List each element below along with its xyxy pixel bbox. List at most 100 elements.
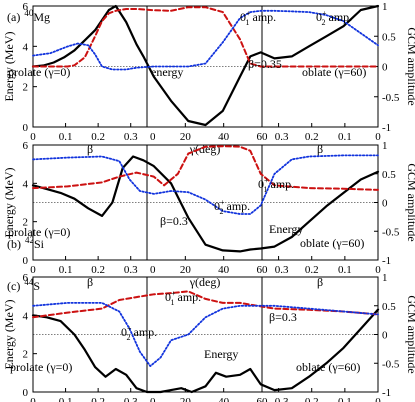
x-tick-label: 40 [218, 131, 230, 143]
x-tick-label: 40 [218, 396, 230, 402]
y-tick-label-right: 0.5 [382, 31, 396, 43]
panel-letter: (a) [7, 10, 20, 24]
x-tick-label: 0 [30, 396, 36, 402]
y-tick-label-left: 6 [23, 1, 29, 13]
panel-label: (a) 40Mg [7, 8, 50, 24]
x-tick-label: 0.3 [275, 264, 289, 276]
amp-index: 1 [171, 298, 175, 307]
amp2-label: 0+ 2 amp. [121, 324, 157, 342]
amp-state: 0 [121, 325, 127, 339]
x-tick-label: 60 [257, 264, 269, 276]
amp0-curve [32, 290, 379, 319]
x-axis-label-gamma: γ(deg) [189, 275, 221, 289]
amp0-label: 0+ 1 amp. [240, 9, 276, 27]
y-tick-label-right: 0.5 [382, 301, 396, 313]
x-tick-label: 40 [218, 264, 230, 276]
x-tick-label: 0.2 [305, 131, 319, 143]
y-tick-label-left: 6 [23, 272, 29, 284]
beta-annotation: β=0.35 [248, 57, 282, 71]
amp2-curve [32, 302, 379, 367]
oblate-label: oblate (γ=60) [300, 236, 364, 250]
y-axis-label-right: GCM amplitude [405, 295, 415, 373]
amp-index: 1 [264, 185, 268, 194]
x-tick-label: 0.2 [91, 264, 105, 276]
x-tick-label: 60 [257, 131, 269, 143]
y-tick-label-left: 6 [23, 140, 29, 152]
x-axis-label-beta: β [87, 275, 93, 289]
amp-suffix: amp. [326, 10, 353, 24]
y-tick-label-left: 4 [23, 310, 29, 322]
amp-state: 0 [214, 199, 220, 213]
x-axis-label-beta: β [87, 142, 93, 156]
amp-index: 2 [127, 333, 131, 342]
mass-number: 40 [24, 8, 34, 18]
amp2-label: 0+ 2 amp. [214, 198, 250, 216]
nucleus-symbol: S [33, 279, 40, 293]
x-tick-label: 0.2 [305, 396, 319, 402]
y-tick-label-right: 0.5 [382, 169, 396, 181]
amp-index: 1 [246, 18, 250, 27]
amp-state: 0 [258, 177, 264, 191]
energy-label: energy [151, 65, 183, 79]
prolate-label: prolate (γ=0) [8, 65, 70, 79]
oblate-label: oblate (γ=60) [296, 360, 360, 374]
energy-label: Energy [204, 347, 238, 361]
x-tick-label: 0.2 [91, 396, 105, 402]
x-tick-label: 0.3 [124, 131, 138, 143]
amp-parity: + [322, 9, 327, 18]
amp-parity: + [127, 324, 132, 333]
panel-label: (b) 42Si [7, 235, 45, 251]
x-tick-label: 20 [180, 264, 192, 276]
x-axis-label-gamma: γ(deg) [189, 142, 221, 156]
prolate-label: prolate (γ=0) [8, 225, 70, 239]
amp-suffix: amp. [175, 290, 202, 304]
y-tick-label-left: 0 [23, 387, 29, 399]
x-tick-label: 20 [180, 131, 192, 143]
amp2-curve [32, 9, 379, 71]
y-tick-label-right: 0 [382, 198, 388, 210]
panel-letter: (b) [7, 237, 21, 251]
mass-number: 44 [24, 277, 34, 287]
y-axis-label-right: GCM amplitude [405, 163, 415, 241]
amp-suffix: amp. [268, 177, 295, 191]
y-tick-label-right: 1 [382, 272, 388, 284]
amp-parity: + [171, 289, 176, 298]
y-tick-label-left: 0 [23, 122, 29, 134]
amp-suffix: amp. [250, 10, 277, 24]
x-tick-label: 0 [150, 264, 156, 276]
x-tick-label: 0 [30, 264, 36, 276]
x-axis-label-beta: β [317, 142, 323, 156]
y-axis-label-right: GCM amplitude [405, 27, 415, 105]
nucleus-symbol: Si [34, 237, 45, 251]
amp-state: 0 [240, 10, 246, 24]
energy-label: Energy [269, 222, 303, 236]
y-tick-label-left: 4 [23, 178, 29, 190]
x-tick-label: 0.3 [275, 396, 289, 402]
amp-suffix: amp. [224, 199, 251, 213]
x-tick-label: 0.1 [338, 131, 352, 143]
y-tick-label-right: -0.5 [382, 226, 400, 238]
amp-parity: + [264, 176, 269, 185]
y-tick-label-left: 2 [23, 349, 29, 361]
y-tick-label-right: -1 [382, 122, 391, 134]
x-tick-label: 0.2 [91, 131, 105, 143]
x-tick-label: 0.1 [338, 396, 352, 402]
amp-state: 0 [316, 10, 322, 24]
prolate-label: prolate (γ=0) [10, 360, 72, 374]
x-tick-label: 0.1 [59, 131, 73, 143]
energy-curve [31, 155, 380, 253]
energy-curve [31, 4, 380, 127]
amp-state: 0 [165, 290, 171, 304]
y-tick-label-right: 0 [382, 330, 388, 342]
x-tick-label: 20 [180, 396, 192, 402]
beta-annotation: β=0.3 [269, 310, 297, 324]
x-tick-label: 0 [375, 131, 381, 143]
amp-suffix: amp. [131, 325, 158, 339]
y-tick-label-right: -1 [382, 387, 391, 399]
y-tick-label-right: -1 [382, 255, 391, 267]
x-tick-label: 0 [375, 264, 381, 276]
y-tick-label-right: -0.5 [382, 358, 400, 370]
